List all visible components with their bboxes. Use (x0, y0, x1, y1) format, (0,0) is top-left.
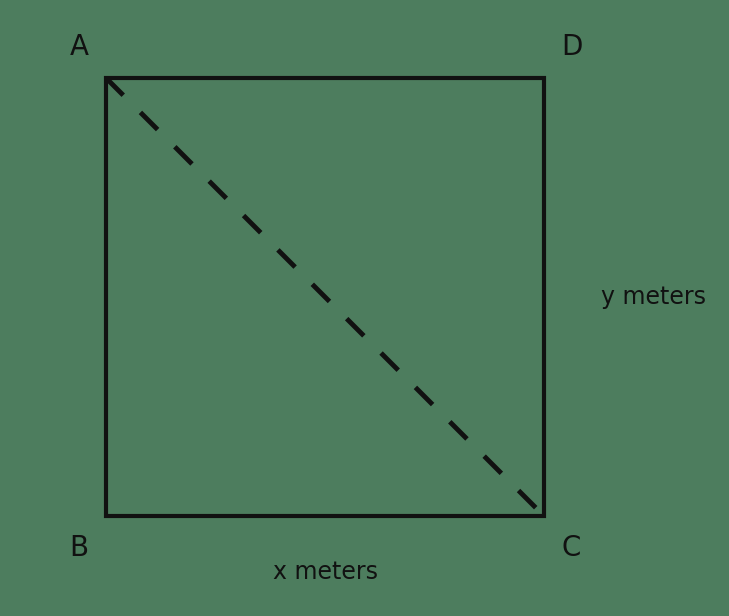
Text: B: B (69, 533, 88, 562)
Text: A: A (69, 33, 88, 60)
Text: D: D (561, 33, 583, 60)
Text: x meters: x meters (273, 560, 378, 584)
Bar (106, 78, 544, 516)
Text: C: C (561, 533, 581, 562)
Text: y meters: y meters (601, 285, 706, 309)
